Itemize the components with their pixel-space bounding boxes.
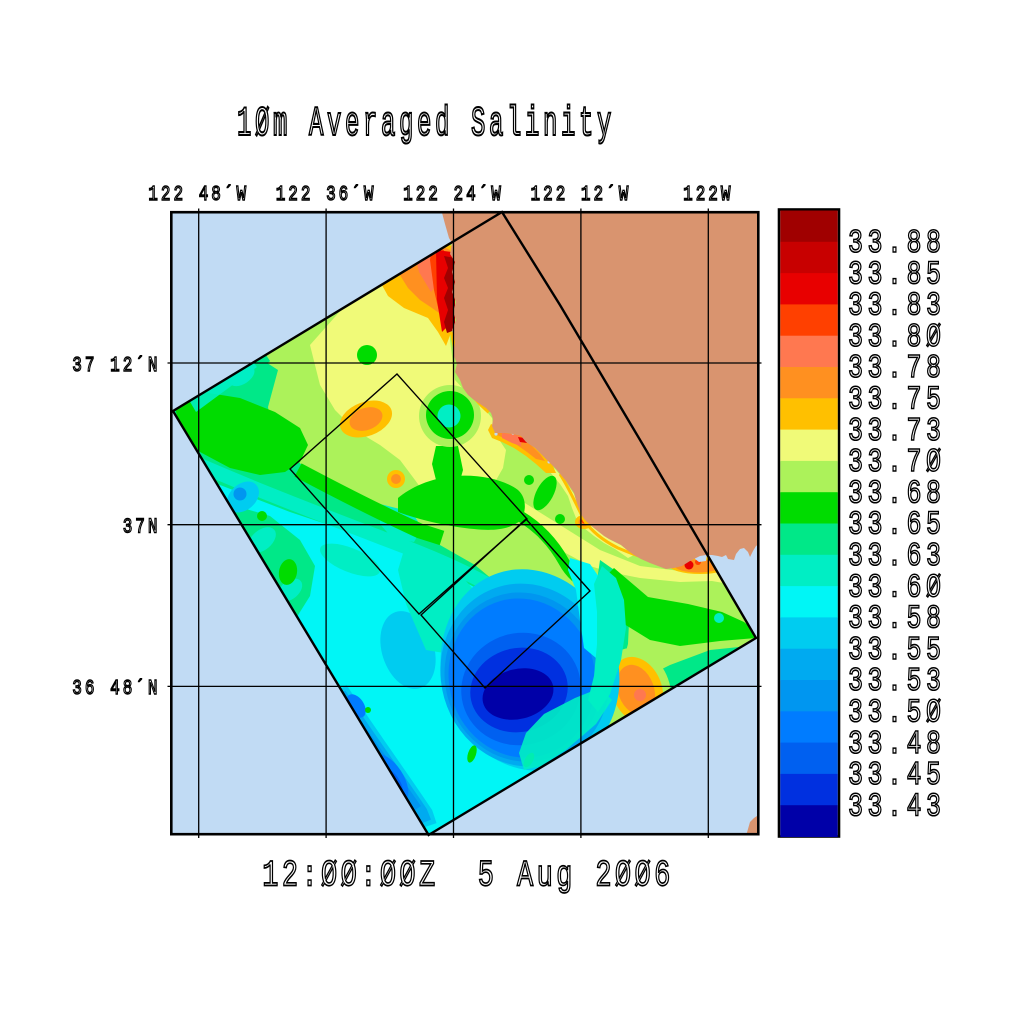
svg-text:12:ØØ:ØØZ 5 Aug 2ØØ6: 12:ØØ:ØØZ 5 Aug 2ØØ6 <box>262 855 673 897</box>
svg-text:122 48´W: 122 48´W <box>148 182 249 207</box>
svg-text:33.78: 33.78 <box>848 349 945 388</box>
svg-text:122W: 122W <box>683 182 733 207</box>
svg-text:33.88: 33.88 <box>848 224 945 263</box>
svg-text:33.48: 33.48 <box>848 724 945 763</box>
svg-text:36 48´N: 36 48´N <box>72 676 160 701</box>
svg-text:33.83: 33.83 <box>848 286 945 325</box>
svg-text:37N: 37N <box>123 514 161 539</box>
svg-text:33.5Ø: 33.5Ø <box>848 693 945 732</box>
svg-text:33.6Ø: 33.6Ø <box>848 568 945 607</box>
svg-text:33.85: 33.85 <box>848 255 945 294</box>
svg-text:122 36´W: 122 36´W <box>276 182 377 207</box>
svg-text:33.8Ø: 33.8Ø <box>848 318 945 357</box>
svg-text:33.7Ø: 33.7Ø <box>848 443 945 482</box>
svg-text:33.68: 33.68 <box>848 474 945 513</box>
svg-text:33.53: 33.53 <box>848 662 945 701</box>
svg-text:33.73: 33.73 <box>848 411 945 450</box>
svg-text:33.45: 33.45 <box>848 756 945 795</box>
svg-text:33.55: 33.55 <box>848 631 945 670</box>
svg-text:122 24´W: 122 24´W <box>403 182 504 207</box>
svg-text:122 12´W: 122 12´W <box>531 182 632 207</box>
svg-text:33.58: 33.58 <box>848 599 945 638</box>
svg-text:33.63: 33.63 <box>848 537 945 576</box>
svg-text:33.75: 33.75 <box>848 380 945 419</box>
svg-text:33.65: 33.65 <box>848 505 945 544</box>
svg-text:1Øm Averaged Salinity: 1Øm Averaged Salinity <box>237 102 615 149</box>
svg-text:33.43: 33.43 <box>848 787 945 826</box>
svg-text:37 12´N: 37 12´N <box>72 353 160 378</box>
